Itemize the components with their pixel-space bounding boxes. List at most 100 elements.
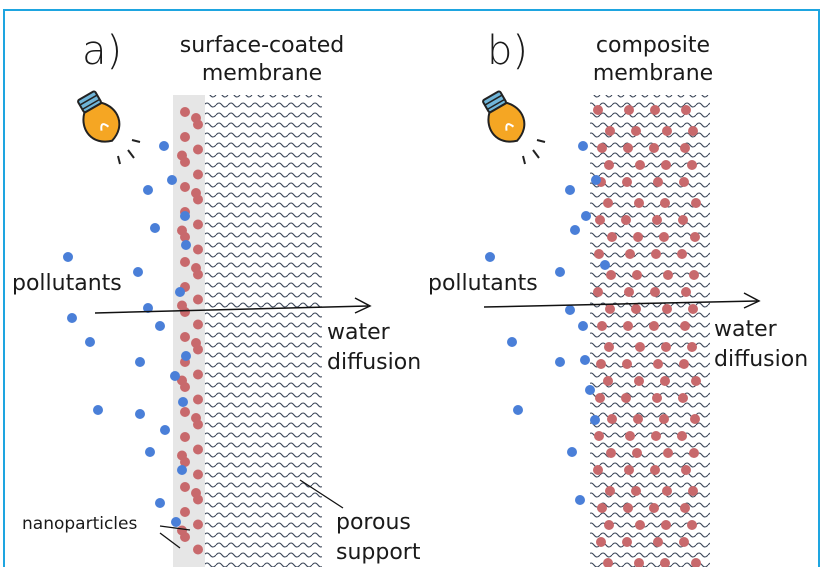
nanoparticle: [180, 532, 190, 542]
pollutant: [145, 447, 155, 457]
porous-support-line1: porous: [336, 510, 411, 535]
pollutant: [485, 252, 495, 262]
nanoparticle: [594, 249, 604, 259]
nanoparticle: [688, 304, 698, 314]
particles: [63, 105, 701, 568]
nanoparticle: [659, 232, 669, 242]
porous-support-label: porous support: [336, 508, 420, 568]
nanoparticle: [180, 107, 190, 117]
nanoparticle: [193, 544, 203, 555]
nanoparticle: [605, 304, 615, 314]
nanoparticle: [595, 393, 605, 403]
nanoparticle: [622, 177, 632, 187]
nanoparticle: [597, 143, 607, 153]
pollutant: [67, 313, 77, 323]
nanoparticle: [661, 160, 671, 170]
nanoparticle: [634, 376, 644, 386]
pollutant: [155, 321, 165, 331]
pollutant: [150, 223, 160, 233]
pollutant: [555, 357, 565, 367]
nanoparticle: [690, 232, 700, 242]
nanoparticle: [180, 382, 190, 392]
nanoparticle: [660, 558, 670, 568]
nanoparticle: [193, 494, 203, 505]
nanoparticle: [595, 215, 605, 225]
nanoparticle: [597, 321, 607, 331]
nanoparticle: [193, 344, 203, 355]
nanoparticle: [662, 304, 672, 314]
nanoparticle: [622, 537, 632, 547]
nanoparticle: [689, 448, 699, 458]
nanoparticles-leader-line: [159, 532, 181, 549]
nanoparticles-label: nanoparticles: [22, 514, 138, 534]
nanoparticle: [621, 215, 631, 225]
nanoparticle: [193, 369, 203, 380]
nanoparticle: [632, 270, 642, 280]
nanoparticle: [597, 503, 607, 513]
pollutant: [575, 495, 585, 505]
pollutant: [143, 303, 153, 313]
nanoparticle: [663, 270, 673, 280]
nanoparticle: [635, 160, 645, 170]
nanoparticle: [688, 126, 698, 136]
nanoparticle: [681, 465, 691, 475]
panel-a-flow-line2: diffusion: [327, 350, 422, 375]
nanoparticle: [623, 321, 633, 331]
panel-b-flow-line1: water: [714, 317, 777, 342]
nanoparticle: [624, 465, 634, 475]
nanoparticle: [661, 520, 671, 530]
nanoparticle: [193, 194, 203, 205]
nanoparticle: [631, 304, 641, 314]
nanoparticle: [180, 157, 190, 167]
pollutant: [581, 211, 591, 221]
pollutant: [555, 267, 565, 277]
porous-support-layer: [205, 95, 322, 567]
pollutant: [570, 225, 580, 235]
nanoparticle: [632, 448, 642, 458]
pollutant: [93, 405, 103, 415]
nanoparticle: [690, 414, 700, 424]
nanoparticle: [180, 257, 190, 267]
panel-a-pollutants-label: pollutants: [12, 271, 122, 296]
nanoparticle: [622, 359, 632, 369]
panel-b-title: composite membrane: [578, 32, 728, 88]
nanoparticle: [193, 444, 203, 455]
nanoparticle: [679, 359, 689, 369]
pollutant: [565, 305, 575, 315]
pollutant: [171, 517, 181, 527]
nanoparticle: [649, 503, 659, 513]
nanoparticle: [660, 198, 670, 208]
nanoparticle: [681, 105, 691, 115]
pollutant: [565, 185, 575, 195]
nanoparticle: [180, 407, 190, 417]
nanoparticle: [193, 119, 203, 130]
nanoparticle: [687, 520, 697, 530]
nanoparticle: [649, 321, 659, 331]
panel-a-title-line2: membrane: [201, 61, 323, 86]
pollutant: [135, 357, 145, 367]
pollutant: [167, 175, 177, 185]
nanoparticle: [623, 503, 633, 513]
pollutant: [160, 425, 170, 435]
pollutant: [178, 397, 188, 407]
nanoparticle: [635, 520, 645, 530]
lightbulb-icon: [77, 90, 141, 165]
nanoparticle: [635, 342, 645, 352]
nanoparticle: [180, 507, 190, 517]
nanoparticle: [633, 232, 643, 242]
pollutant: [175, 287, 185, 297]
pollutant: [143, 185, 153, 195]
nanoparticle: [624, 287, 634, 297]
nanoparticle: [180, 482, 190, 492]
nanoparticle: [631, 126, 641, 136]
panel-a-membrane: [173, 95, 322, 567]
nanoparticle: [650, 287, 660, 297]
panel-a-title: surface-coated membrane: [172, 32, 352, 88]
nanoparticle: [662, 126, 672, 136]
nanoparticle: [193, 319, 203, 330]
nanoparticle: [596, 537, 606, 547]
pollutant: [513, 405, 523, 415]
pollutant: [85, 337, 95, 347]
nanoparticle: [603, 376, 613, 386]
